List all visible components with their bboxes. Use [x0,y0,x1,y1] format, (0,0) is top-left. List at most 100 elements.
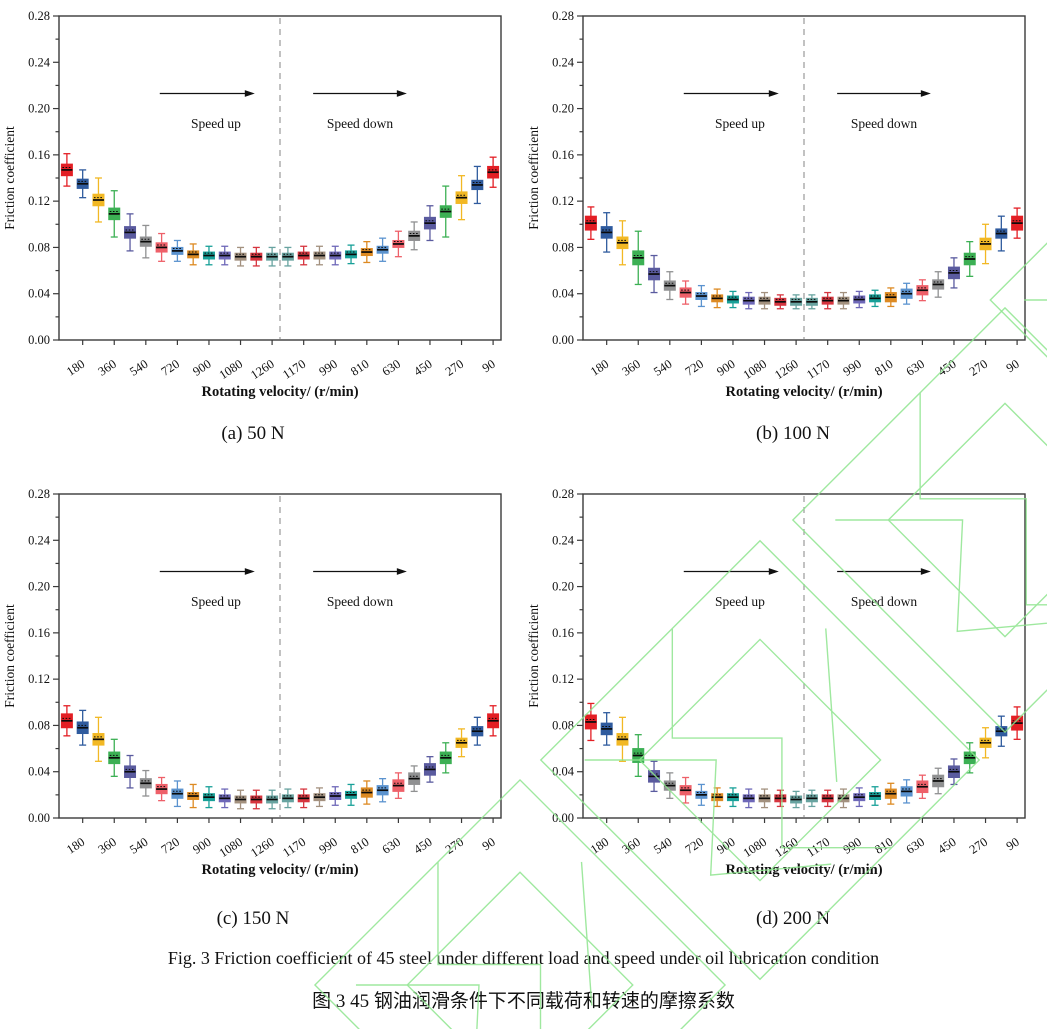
y-tick-label: 0.16 [552,148,574,162]
box-c-3-v360 [108,738,121,777]
y-axis-title: Friction coefficient [526,126,541,230]
box-b-14-v1260 [805,294,818,310]
x-tick-label: 1080 [741,835,770,860]
arrow-head-icon [920,568,931,575]
boxplot-chart-50N: 0.00 0.04 0.08 0.12 0.16 0.20 0.24 0.28 180 360 54… [2,9,502,400]
box-b-25-v270 [979,223,992,265]
x-axis: 180 360 540 720 900 1080 1260 1170 990 810 630 450 2… [588,818,1022,860]
box-c-21-v630 [392,772,405,799]
box-b-4-v450 [648,254,661,294]
x-tick-label: 90 [1004,835,1022,854]
box-c-23-v450 [423,756,436,783]
box-d-12-v1170 [774,789,787,808]
x-axis: 180 360 540 720 900 1080 1260 1170 990 810 630 450 2… [588,340,1022,382]
box-d-15-v1170 [821,789,834,808]
x-tick-label: 1080 [217,357,246,382]
box-d-13-v1260 [790,790,803,809]
speed-down-arrow [837,90,931,97]
box-b-6-v630 [679,280,692,305]
y-tick-label: 0.12 [28,194,50,208]
panel-200N: 0.00 0.04 0.08 0.12 0.16 0.20 0.24 0.28 180 360 54… [524,478,1047,883]
box-a-18-v900 [345,244,358,265]
y-tick-label: 0.00 [28,333,50,347]
x-tick-label: 360 [96,835,119,857]
box-b-12-v1170 [774,294,787,310]
y-tick-label: 0.24 [28,533,51,547]
box-b-5-v540 [663,271,676,301]
box-b-21-v630 [916,279,929,302]
speed-down-label: Speed down [327,116,394,131]
x-tick-label: 540 [127,835,150,857]
speed-up-label: Speed up [191,594,241,609]
speed-up-arrow [159,568,255,575]
x-tick-label: 810 [348,835,371,857]
box-b-8-v810 [711,288,724,309]
box-b-18-v900 [869,289,882,308]
y-tick-label: 0.20 [28,102,50,116]
box-c-14-v1260 [281,788,294,809]
x-tick-label: 360 [620,835,643,857]
box-b-2-v270 [616,220,629,266]
box-d-18-v900 [869,786,882,806]
box-a-11-v1080 [234,246,247,267]
box-c-25-v270 [455,728,468,758]
x-tick-label: 1170 [804,835,832,860]
y-tick-label: 0.12 [552,194,574,208]
x-tick-label: 630 [380,835,403,857]
box-c-16-v1080 [313,787,326,808]
box-b-9-v900 [726,290,739,309]
x-tick-label: 270 [967,835,990,857]
box-c-18-v900 [345,783,358,806]
y-tick-label: 0.16 [28,148,50,162]
box-d-17-v990 [853,787,866,808]
y-tick-label: 0.24 [552,55,575,69]
x-tick-label: 450 [411,357,434,379]
y-tick-label: 0.28 [28,487,50,501]
x-tick-label: 1260 [772,835,801,860]
speed-down-arrow [313,90,407,97]
box-a-22-v540 [408,221,421,251]
y-tick-label: 0.20 [552,580,574,594]
box-b-11-v1080 [758,291,771,310]
x-tick-label: 1080 [741,357,770,382]
x-tick-label: 1170 [804,357,832,382]
box-c-26-v180 [471,716,484,746]
x-tick-label: 180 [64,835,87,857]
x-tick-label: 1170 [280,835,308,860]
x-tick-label: 450 [411,835,434,857]
y-tick-label: 0.20 [552,102,574,116]
box-a-15-v1170 [297,245,310,266]
x-tick-label: 90 [1004,357,1022,376]
box-c-1-v180 [76,709,89,746]
boxplot-chart-200N: 0.00 0.04 0.08 0.12 0.16 0.20 0.24 0.28 180 360 54… [526,487,1026,878]
box-a-3-v360 [108,190,121,238]
speed-down-arrow [313,568,407,575]
box-c-17-v990 [329,786,342,806]
x-axis-title: Rotating velocity/ (r/min) [201,862,358,878]
box-a-21-v630 [392,230,405,258]
box-a-27-v90 [487,156,500,188]
box-b-27-v90 [1011,207,1024,239]
y-axis-title: Friction coefficient [2,126,17,230]
x-tick-label: 360 [620,357,643,379]
y-tick-label: 0.00 [552,333,574,347]
box-a-16-v1080 [313,245,326,266]
box-d-6-v630 [679,776,692,804]
box-d-21-v630 [916,774,929,799]
box-c-0-v90 [60,705,73,737]
x-tick-label: 720 [159,835,182,857]
box-a-2-v270 [92,177,105,223]
y-axis: 0.00 0.04 0.08 0.12 0.16 0.20 0.24 0.28 [28,487,59,825]
box-d-16-v1080 [837,788,850,809]
x-tick-label: 900 [714,835,737,857]
x-tick-label: 990 [841,835,864,857]
box-c-4-v450 [124,754,137,789]
x-tick-label: 270 [967,357,990,379]
x-tick-label: 1080 [217,835,246,860]
box-d-27-v90 [1011,706,1024,740]
box-c-15-v1170 [297,788,310,809]
boxes [584,206,1024,310]
box-d-9-v900 [726,787,739,808]
box-d-24-v360 [963,742,976,774]
arrow-head-icon [396,568,407,575]
